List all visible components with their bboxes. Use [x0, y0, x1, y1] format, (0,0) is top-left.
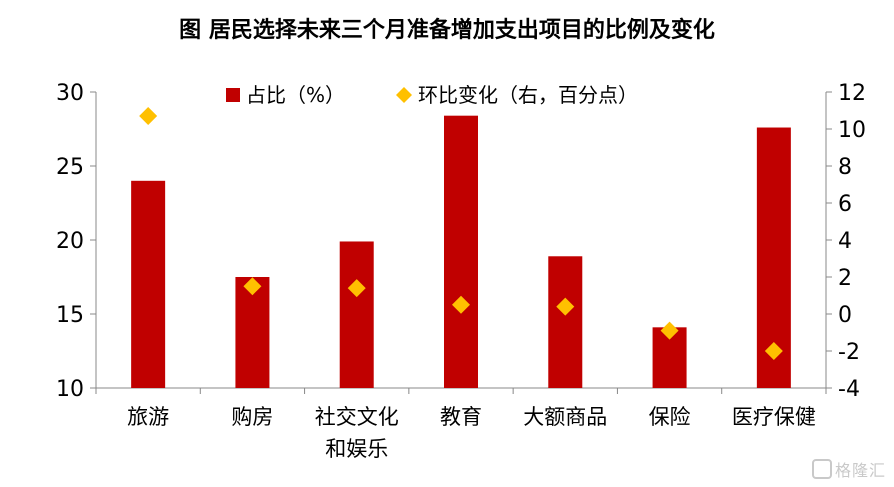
- category-label: 和娱乐: [325, 437, 388, 461]
- right-tick-label: -4: [838, 377, 860, 402]
- legend-bar-label: 占比（%）: [246, 83, 345, 107]
- right-tick-label: 4: [838, 229, 852, 254]
- legend-diamond-label: 环比变化（右，百分点）: [418, 83, 638, 107]
- right-tick-label: 8: [838, 155, 852, 180]
- legend-bar-swatch: [226, 88, 240, 102]
- category-label: 医疗保健: [732, 405, 816, 429]
- category-label: 大额商品: [523, 405, 607, 429]
- chart-title: 图 居民选择未来三个月准备增加支出项目的比例及变化: [179, 18, 715, 43]
- right-tick-label: 2: [838, 266, 852, 291]
- diamond-point: [764, 342, 783, 360]
- bar: [444, 115, 478, 389]
- right-tick-label: 10: [838, 118, 866, 143]
- left-tick-label: 30: [56, 81, 84, 106]
- right-tick-label: -2: [838, 340, 860, 365]
- left-tick-label: 15: [56, 303, 84, 328]
- diamond-point: [243, 277, 262, 296]
- watermark: 格隆汇: [811, 457, 886, 481]
- legend: 占比（%） 环比变化（右，百分点）: [226, 83, 638, 107]
- category-label: 教育: [440, 405, 482, 429]
- right-tick-label: 6: [838, 192, 852, 217]
- diamond-series: [139, 107, 783, 360]
- watermark-text: 格隆汇: [834, 461, 886, 480]
- category-label: 旅游: [127, 405, 169, 429]
- left-tick-label: 20: [56, 229, 84, 254]
- right-tick-label: 12: [838, 81, 866, 106]
- diamond-point: [556, 297, 575, 316]
- left-tick-label: 25: [56, 155, 84, 180]
- watermark-logo-icon: [811, 459, 832, 479]
- bar-series: [131, 115, 791, 389]
- diamond-point: [347, 279, 366, 298]
- bar: [339, 241, 374, 388]
- left-tick-label: 10: [56, 377, 84, 402]
- bar: [548, 256, 583, 388]
- diamond-point: [660, 321, 679, 340]
- bar: [131, 180, 166, 388]
- legend-diamond-swatch: [396, 87, 412, 103]
- category-label: 保险: [649, 405, 691, 429]
- bar: [235, 277, 270, 388]
- diamond-point: [452, 295, 470, 314]
- right-tick-label: 0: [838, 303, 852, 328]
- category-label: 社交文化: [315, 405, 399, 429]
- diamond-point: [139, 107, 158, 126]
- category-label: 购房: [231, 405, 273, 429]
